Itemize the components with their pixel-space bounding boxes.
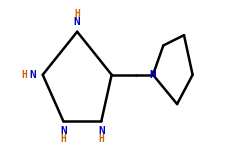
Text: N: N	[74, 17, 81, 26]
Text: N: N	[150, 70, 156, 80]
Text: H: H	[98, 134, 104, 144]
Text: N: N	[98, 127, 105, 136]
Text: N: N	[60, 127, 67, 136]
Text: N: N	[29, 70, 36, 80]
Text: H: H	[21, 70, 27, 80]
Text: H: H	[61, 134, 66, 144]
Text: H: H	[74, 9, 80, 19]
